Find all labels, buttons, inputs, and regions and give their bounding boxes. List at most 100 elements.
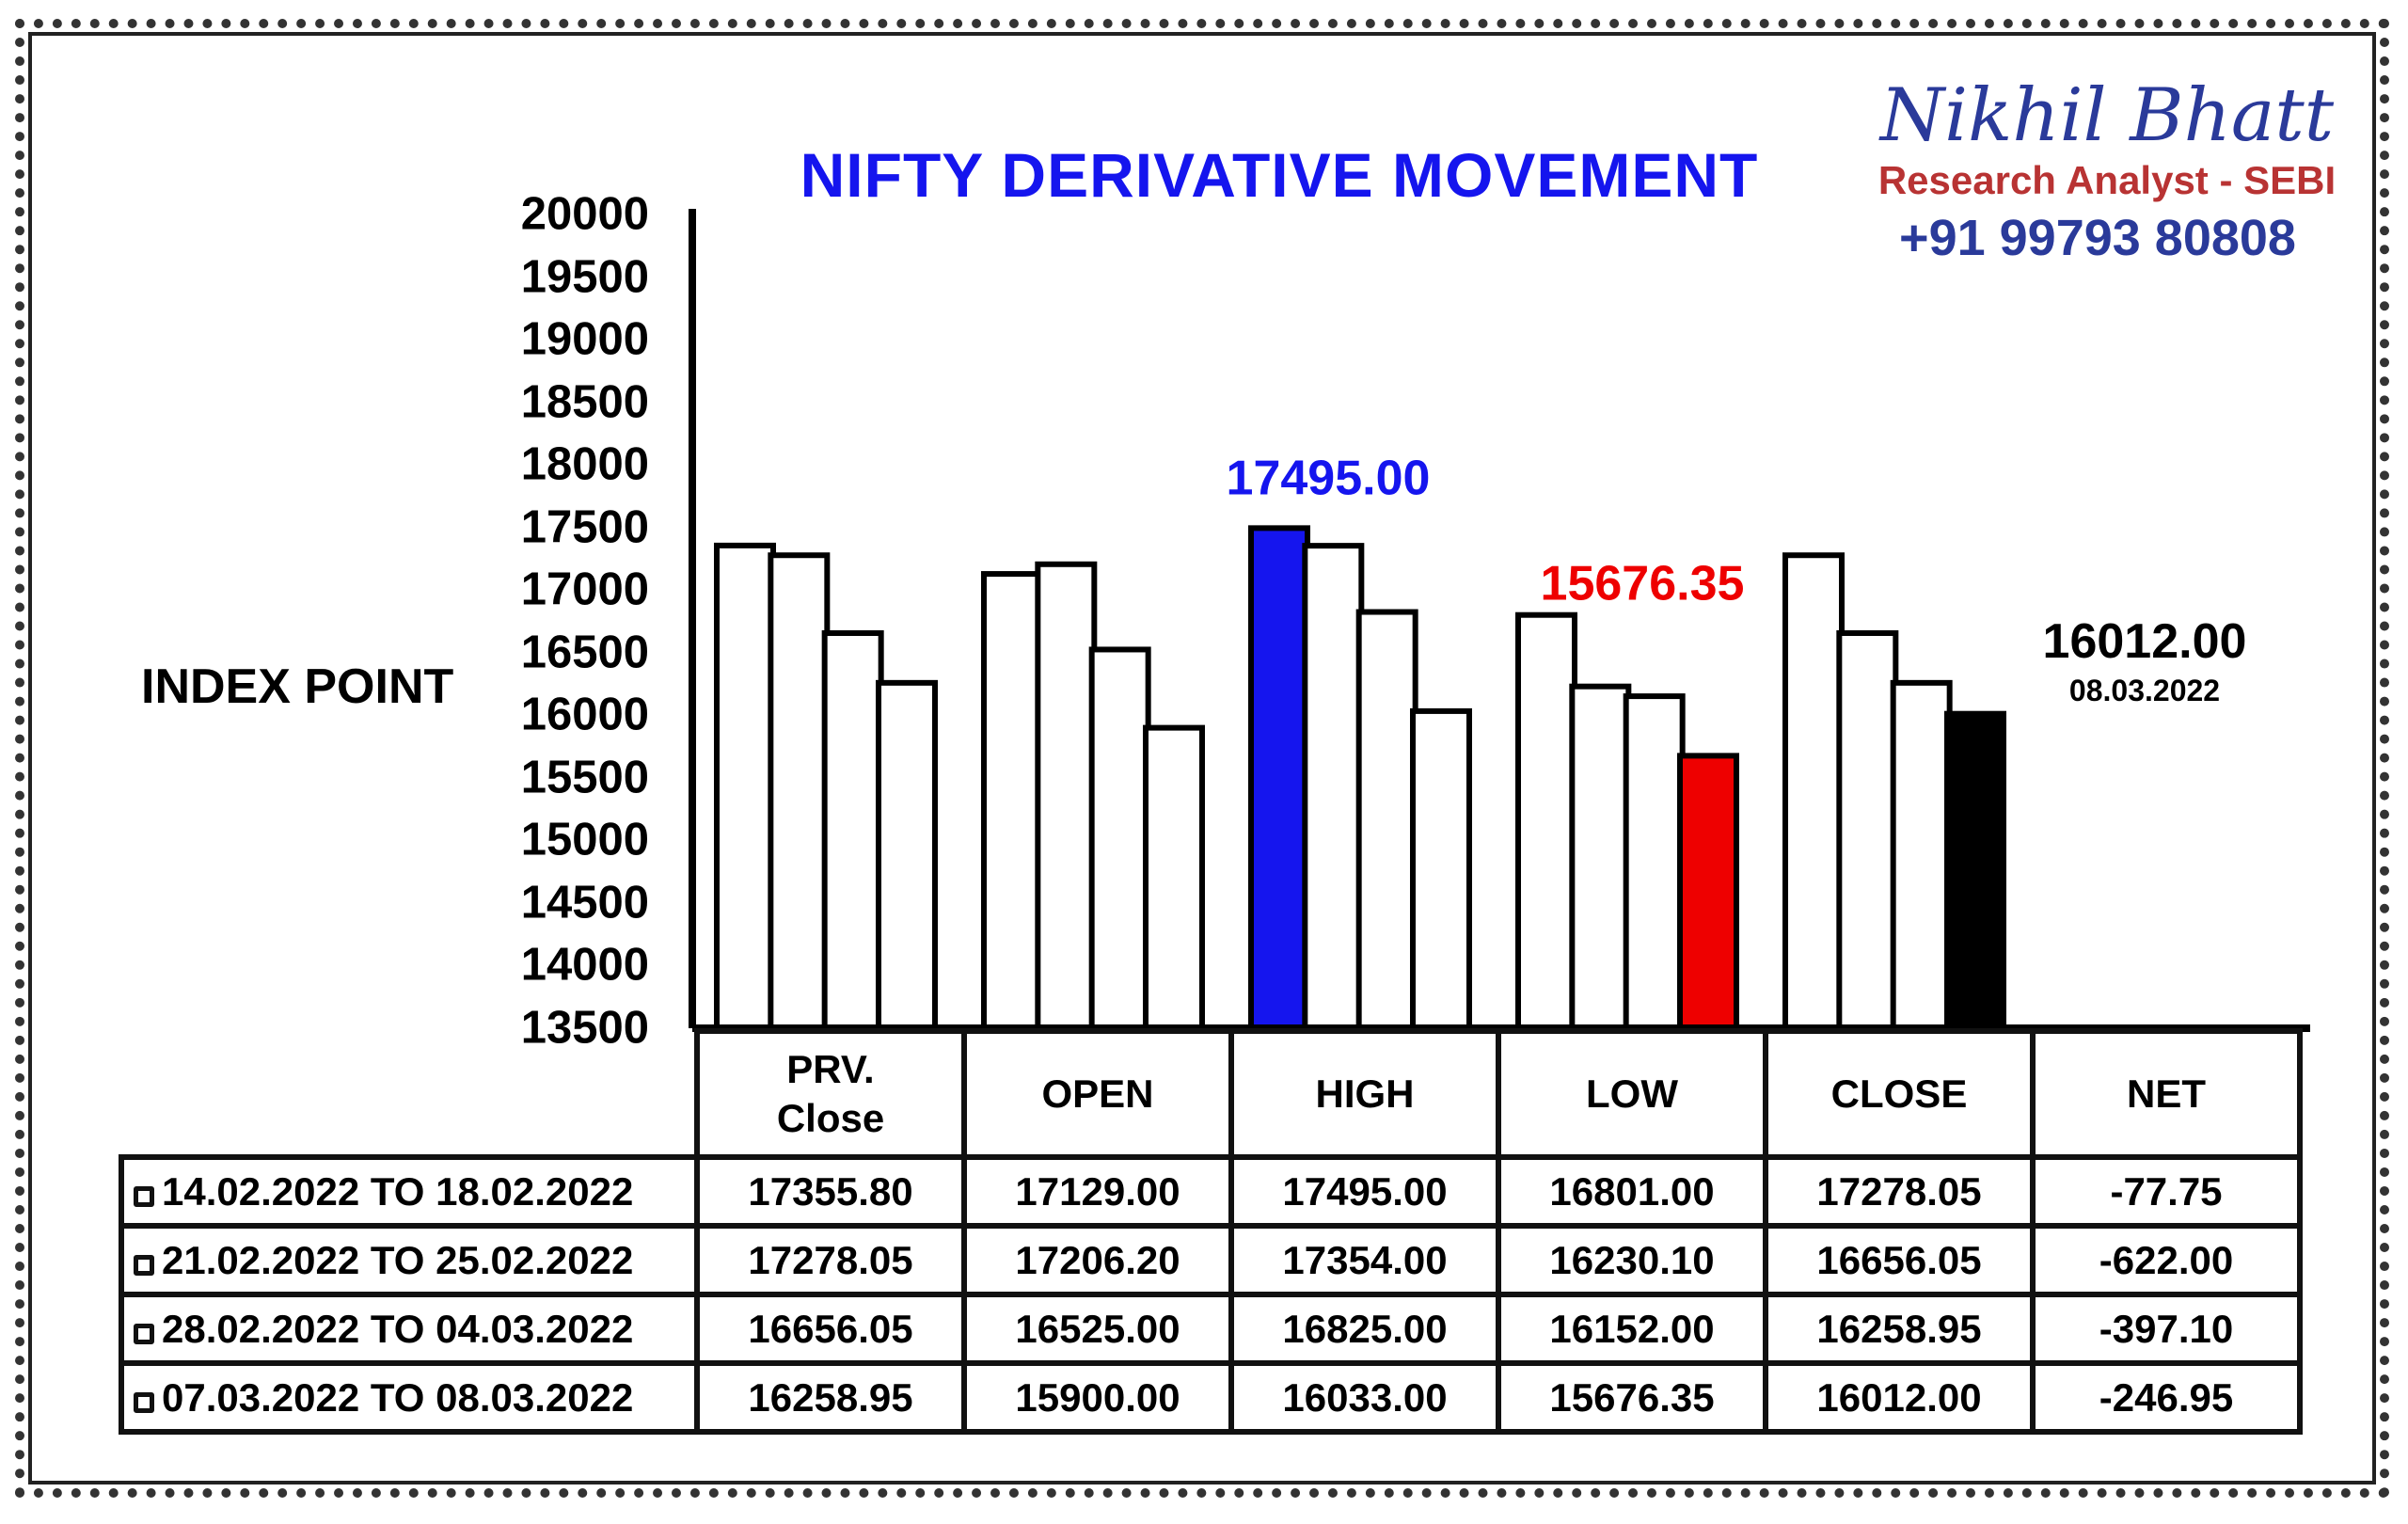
y-tick-label: 18500 xyxy=(520,376,649,428)
bar-prvclose-series-4 xyxy=(876,679,938,1031)
y-tick-label: 18000 xyxy=(520,438,649,490)
table-header-cell: OPEN xyxy=(961,1028,1234,1160)
bar-close-series-2 xyxy=(1836,630,1899,1031)
data-label-annotation: 17495.00 xyxy=(1227,451,1431,505)
outer-dotted-frame xyxy=(15,19,2389,1498)
y-tick-label: 14000 xyxy=(520,939,649,991)
period-cell: 21.02.2022 TO 25.02.2022 xyxy=(119,1223,700,1297)
legend-square-icon xyxy=(134,1391,154,1413)
table-cell: 17278.05 xyxy=(694,1223,967,1297)
table-cell: 16230.10 xyxy=(1496,1223,1768,1297)
period-cell: 14.02.2022 TO 18.02.2022 xyxy=(119,1154,700,1229)
bar-open-series-3 xyxy=(1088,646,1151,1031)
header-label: OPEN xyxy=(1041,1071,1154,1116)
y-axis-label: INDEX POINT xyxy=(141,659,454,714)
bar-open-series-4 xyxy=(1143,724,1205,1031)
table-cell: -77.75 xyxy=(2030,1154,2303,1229)
y-tick-label: 15500 xyxy=(520,752,649,803)
side-note-date: 08.03.2022 xyxy=(2068,674,2221,707)
table-cell: 17354.00 xyxy=(1228,1223,1501,1297)
brand-role: Research Analyst - SEBI xyxy=(1877,158,2337,202)
period-label: 28.02.2022 TO 04.03.2022 xyxy=(162,1306,634,1351)
bar-open-series-1 xyxy=(981,571,1043,1031)
table-header-cell: HIGH xyxy=(1228,1028,1501,1160)
y-tick-label: 20000 xyxy=(520,188,649,240)
header-label: CLOSE xyxy=(1830,1071,1968,1116)
table-cell: 16525.00 xyxy=(961,1292,1234,1366)
table-row: 14.02.2022 TO 18.02.2022 17355.80 17129.… xyxy=(119,1154,2303,1229)
y-tick-label: 15000 xyxy=(520,814,649,865)
table-header-row: PRV. Close OPEN HIGH LOW CLOSE NET xyxy=(121,1028,2303,1160)
table-cell: -397.10 xyxy=(2030,1292,2303,1366)
y-tick-label: 17000 xyxy=(520,564,649,615)
y-tick-label: 19000 xyxy=(520,313,649,365)
table-header-cell: NET xyxy=(2030,1028,2303,1160)
table-row: 21.02.2022 TO 25.02.2022 17278.05 17206.… xyxy=(119,1223,2303,1297)
table-header-cell: LOW xyxy=(1496,1028,1768,1160)
y-tick-label: 16500 xyxy=(520,627,649,678)
header-label: HIGH xyxy=(1315,1071,1415,1116)
table-cell: 17355.80 xyxy=(694,1154,967,1229)
bar-high-series-3 xyxy=(1355,609,1418,1031)
data-table: PRV. Close OPEN HIGH LOW CLOSE NET 14.02… xyxy=(119,1028,2303,1435)
table-cell: 16258.95 xyxy=(1763,1292,2036,1366)
y-tick-label: 13500 xyxy=(520,1002,649,1054)
bar-prvclose-series-2 xyxy=(768,552,831,1032)
table-header-cell: CLOSE xyxy=(1763,1028,2036,1160)
table-header-blank xyxy=(121,1031,697,1157)
table-cell: 17495.00 xyxy=(1228,1154,1501,1229)
table-cell: 16656.05 xyxy=(1763,1223,2036,1297)
table-header-cell: PRV. Close xyxy=(694,1028,967,1160)
bar-high-series-2 xyxy=(1302,543,1365,1031)
table-row: 07.03.2022 TO 08.03.2022 16258.95 15900.… xyxy=(119,1360,2303,1435)
table-row: 28.02.2022 TO 04.03.2022 16656.05 16525.… xyxy=(119,1292,2303,1366)
legend-square-icon xyxy=(134,1323,154,1344)
table-cell: 16825.00 xyxy=(1228,1292,1501,1366)
period-label: 07.03.2022 TO 08.03.2022 xyxy=(162,1374,634,1420)
side-note-value: 16012.00 xyxy=(2042,614,2247,669)
bar-low-series-4 xyxy=(1677,753,1739,1031)
table-cell: 17129.00 xyxy=(961,1154,1234,1229)
table-cell: 16801.00 xyxy=(1496,1154,1768,1229)
table-cell: 15676.35 xyxy=(1496,1360,1768,1435)
brand-name: Nikhil Bhatt xyxy=(1879,73,2335,158)
header-label: PRV. Close xyxy=(776,1046,885,1141)
table-cell: 16258.95 xyxy=(694,1360,967,1435)
table-cell: -622.00 xyxy=(2030,1223,2303,1297)
period-cell: 28.02.2022 TO 04.03.2022 xyxy=(119,1292,700,1366)
bar-open-series-2 xyxy=(1035,561,1098,1031)
bar-close-series-1 xyxy=(1782,552,1845,1032)
bar-close-series-4 xyxy=(1944,710,2006,1031)
table-cell: 16152.00 xyxy=(1496,1292,1768,1366)
bar-prvclose-series-3 xyxy=(821,630,884,1031)
period-label: 21.02.2022 TO 25.02.2022 xyxy=(162,1237,634,1282)
y-tick-label: 14500 xyxy=(520,877,649,929)
inner-frame xyxy=(28,32,2376,1484)
table-cell: 16033.00 xyxy=(1228,1360,1501,1435)
table-cell: 17278.05 xyxy=(1763,1154,2036,1229)
y-tick-label: 19500 xyxy=(520,251,649,303)
y-axis-ticks: 13500 14000 14500 15000 15500 16000 16500 17000… xyxy=(470,0,649,1524)
bar-low-series-1 xyxy=(1515,611,1577,1031)
bar-low-series-2 xyxy=(1569,683,1632,1031)
bar-low-series-3 xyxy=(1623,693,1686,1032)
period-cell: 07.03.2022 TO 08.03.2022 xyxy=(119,1360,700,1435)
table-cell: -246.95 xyxy=(2030,1360,2303,1435)
header-label: LOW xyxy=(1586,1071,1678,1116)
brand-phone: +91 99793 80808 xyxy=(1899,210,2296,266)
table-cell: 16656.05 xyxy=(694,1292,967,1366)
table-cell: 17206.20 xyxy=(961,1223,1234,1297)
header-label: NET xyxy=(2127,1071,2206,1116)
chart-title: NIFTY DERIVATIVE MOVEMENT xyxy=(800,140,1759,210)
period-label: 14.02.2022 TO 18.02.2022 xyxy=(162,1168,634,1214)
table-cell: 16012.00 xyxy=(1763,1360,2036,1435)
legend-square-icon xyxy=(134,1185,154,1207)
bar-prvclose-series-1 xyxy=(714,542,776,1031)
bar-high-series-1 xyxy=(1248,525,1310,1031)
bar-close-series-3 xyxy=(1890,679,1953,1031)
data-label-annotation: 15676.35 xyxy=(1541,557,1745,611)
y-tick-label: 17500 xyxy=(520,501,649,553)
y-tick-label: 16000 xyxy=(520,689,649,740)
table-cell: 15900.00 xyxy=(961,1360,1234,1435)
